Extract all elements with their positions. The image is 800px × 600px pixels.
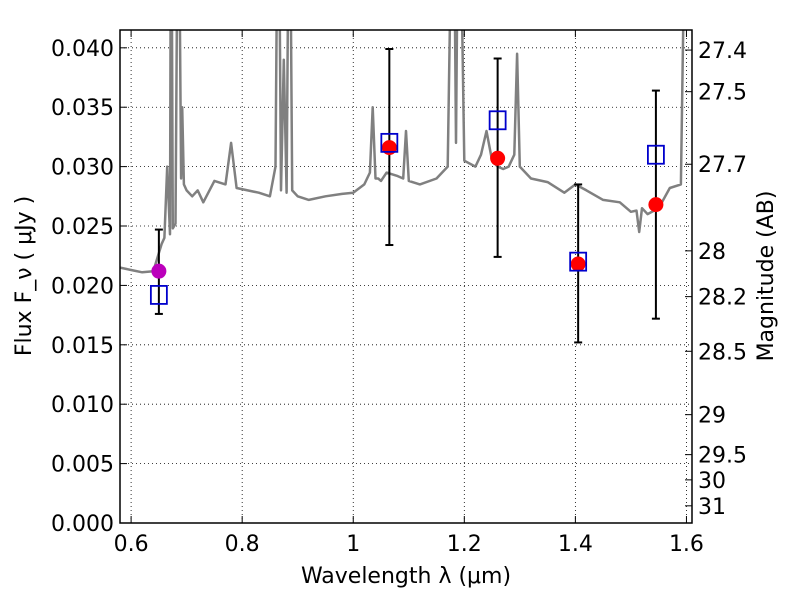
y-tick-label: 0.015 [51, 334, 114, 359]
y-tick-label: 0.000 [51, 512, 114, 537]
error-bars [154, 48, 660, 344]
x-tick-label: 0.8 [225, 532, 260, 557]
x-tick-label: 1 [346, 532, 360, 557]
observed-point [151, 263, 167, 279]
plot-frame [119, 29, 693, 524]
ticks [120, 30, 692, 524]
mag-tick-label: 27.4 [698, 39, 747, 64]
tick-labels: 0.6 0.8 1 1.2 1.4 1.6 0.000 0.005 0.010 0.015 0.02… [51, 37, 747, 557]
x-tick-label: 1.4 [558, 532, 593, 557]
y-tick-label: 0.005 [51, 453, 114, 478]
mag-tick-label: 28.5 [698, 340, 747, 365]
mag-tick-label: 27.7 [698, 153, 747, 178]
observed-point [490, 150, 506, 166]
y-tick-label: 0.030 [51, 156, 114, 181]
mag-tick-label: 29 [698, 404, 726, 429]
mag-tick-label: 29.5 [698, 444, 747, 469]
mag-tick-label: 31 [698, 495, 726, 520]
model-point [647, 144, 665, 165]
model-point [380, 132, 399, 153]
y-tick-label: 0.025 [51, 215, 114, 240]
data-markers [149, 110, 665, 305]
x-axis-label: Wavelength λ (μm) [301, 564, 511, 589]
mag-tick-label: 28 [698, 240, 726, 265]
y-tick-label: 0.010 [51, 393, 114, 418]
grid [120, 30, 692, 524]
model-point [569, 251, 588, 272]
y-tick-label: 0.020 [51, 274, 114, 299]
model-point [149, 285, 168, 305]
observed-point [648, 197, 664, 213]
x-tick-label: 1.6 [669, 532, 704, 557]
x-tick-label: 1.2 [447, 532, 482, 557]
y-tick-label: 0.035 [51, 96, 114, 121]
y-tick-label: 0.040 [51, 37, 114, 62]
observed-point [570, 256, 586, 272]
observed-point [381, 140, 397, 156]
y-axis-right-label: Magnitude (AB) [754, 191, 779, 362]
x-tick-label: 0.6 [114, 532, 149, 557]
mag-tick-label: 30 [698, 469, 726, 494]
model-point [488, 110, 507, 131]
mag-tick-label: 27.5 [698, 81, 747, 106]
y-axis-label: Flux F_ν ( μJy ) [12, 196, 37, 356]
spectrum-line [120, 30, 685, 274]
mag-tick-label: 28.2 [698, 286, 747, 311]
model-spectrum [120, 30, 685, 274]
